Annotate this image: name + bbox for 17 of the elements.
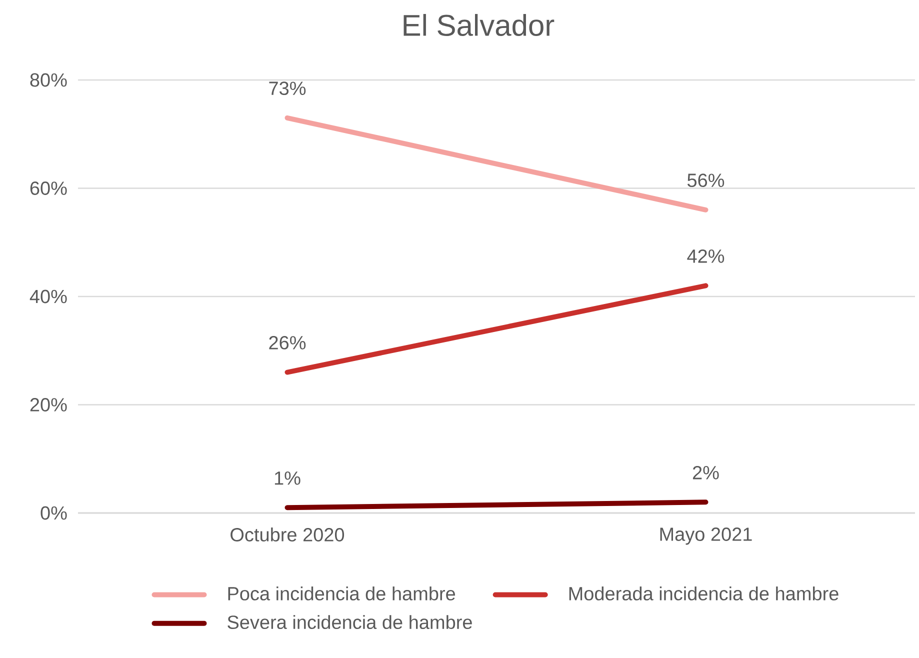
x-tick-label: Mayo 2021 [660,528,752,545]
legend-label: Severa incidencia de hambre [228,615,472,630]
data-label: 26% [269,336,306,350]
legend-label: Moderada incidencia de hambre [569,586,838,600]
y-tick-label: 0% [40,506,67,520]
y-tick-label: 80% [30,73,67,87]
data-label: 1% [274,471,300,485]
y-tick-label: 40% [30,290,67,304]
data-label: 2% [692,466,719,480]
data-label: 73% [269,82,306,96]
chart-title: El Salvador [404,14,554,36]
y-tick-label: 60% [30,182,67,195]
y-tick-label: 20% [30,398,67,412]
data-label: 42% [687,249,724,263]
x-tick-label: Octubre 2020 [230,528,344,542]
data-label: 56% [687,174,724,188]
legend-label: Poca incidencia de hambre [228,586,456,600]
